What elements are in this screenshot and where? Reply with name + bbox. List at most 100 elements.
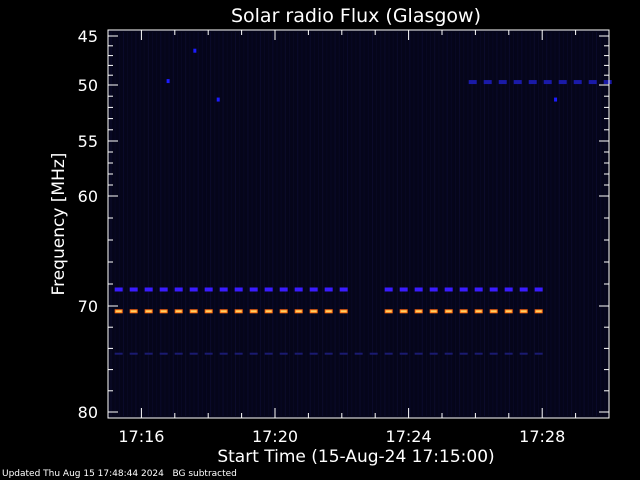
emission-band-dash [588,80,597,85]
emission-band-core [310,310,317,313]
chart-title: Solar radio Flux (Glasgow) [231,5,481,27]
emission-band-dash [498,80,507,85]
emission-band-dash [339,352,348,355]
emission-band-dash [204,352,213,355]
emission-band-dash [444,287,453,292]
emission-band-core [400,310,407,313]
emission-band-dash [114,352,123,355]
y-axis-label: Frequency [MHz] [49,153,69,296]
emission-band-dash [234,287,243,292]
emission-band-dash [399,352,408,355]
emission-band-dash [459,352,468,355]
emission-band-dash [474,352,483,355]
emission-band-dash [339,287,348,292]
emission-band-dash [264,352,273,355]
emission-band-core [130,310,137,313]
y-tick-label: 55 [78,132,98,151]
emission-band-dash [159,352,168,355]
emission-band-dash [384,287,393,292]
emission-band-core [235,310,242,313]
y-tick-label: 80 [78,403,98,422]
emission-band-dash [234,352,243,355]
emission-spot [216,97,220,102]
emission-band-core [295,310,302,313]
emission-band-core [175,310,182,313]
emission-band-dash [384,352,393,355]
emission-band-dash [309,287,318,292]
emission-band-dash [219,352,228,355]
emission-band-core [415,310,422,313]
emission-band-core [325,310,332,313]
y-tick-label: 50 [78,76,98,95]
emission-band-core [505,310,512,313]
emission-band-dash [159,287,168,292]
emission-band-dash [513,80,522,85]
x-tick-label: 17:24 [386,427,432,446]
footer-status: Updated Thu Aug 15 17:48:44 2024 BG subt… [2,469,237,479]
emission-band-dash [354,352,363,355]
emission-band-core [250,310,257,313]
emission-band-core [190,310,197,313]
y-tick-label: 60 [78,187,98,206]
emission-band-dash [534,287,543,292]
emission-band-dash [144,352,153,355]
emission-band-dash [519,352,528,355]
emission-band-dash [504,287,513,292]
emission-band-dash [444,352,453,355]
emission-band-dash [369,352,378,355]
emission-band-dash [468,80,477,85]
emission-band-dash [309,352,318,355]
emission-band-dash [429,287,438,292]
emission-band-dash [279,287,288,292]
emission-band-dash [459,287,468,292]
emission-band-dash [558,80,567,85]
y-tick-label: 45 [78,27,98,46]
emission-band-core [220,310,227,313]
emission-band-dash [129,287,138,292]
emission-spot [166,79,170,84]
emission-band-dash [174,352,183,355]
emission-band-dash [279,352,288,355]
emission-band-core [385,310,392,313]
emission-band-core [115,310,122,313]
bg-subtracted-note: BG subtracted [172,469,237,479]
emission-band-dash [543,80,552,85]
emission-band-dash [399,287,408,292]
emission-band-core [265,310,272,313]
emission-band-dash [264,287,273,292]
emission-band-dash [249,352,258,355]
emission-band-core [445,310,452,313]
emission-band-dash [219,287,228,292]
emission-band-dash [519,287,528,292]
emission-band-dash [324,352,333,355]
emission-band-dash [189,287,198,292]
emission-band-core [160,310,167,313]
x-tick-label: 17:20 [252,427,298,446]
emission-band-dash [324,287,333,292]
emission-band-dash [534,352,543,355]
emission-band-dash [489,287,498,292]
emission-band-dash [189,352,198,355]
emission-band-core [520,310,527,313]
emission-band-dash [129,352,138,355]
emission-band-dash [489,352,498,355]
emission-spot [554,97,558,102]
updated-timestamp: Updated Thu Aug 15 17:48:44 2024 [2,469,164,479]
x-tick-label: 17:16 [118,427,164,446]
emission-band-core [490,310,497,313]
emission-band-core [145,310,152,313]
y-tick-label: 70 [78,297,98,316]
emission-band-dash [528,80,537,85]
x-tick-label: 17:28 [519,427,565,446]
emission-band-core [340,310,347,313]
emission-band-dash [483,80,492,85]
emission-band-dash [174,287,183,292]
emission-band-core [205,310,212,313]
emission-band-dash [504,352,513,355]
emission-band-dash [249,287,258,292]
emission-band-core [280,310,287,313]
emission-band-dash [114,287,123,292]
emission-band-dash [294,287,303,292]
emission-band-dash [573,80,582,85]
